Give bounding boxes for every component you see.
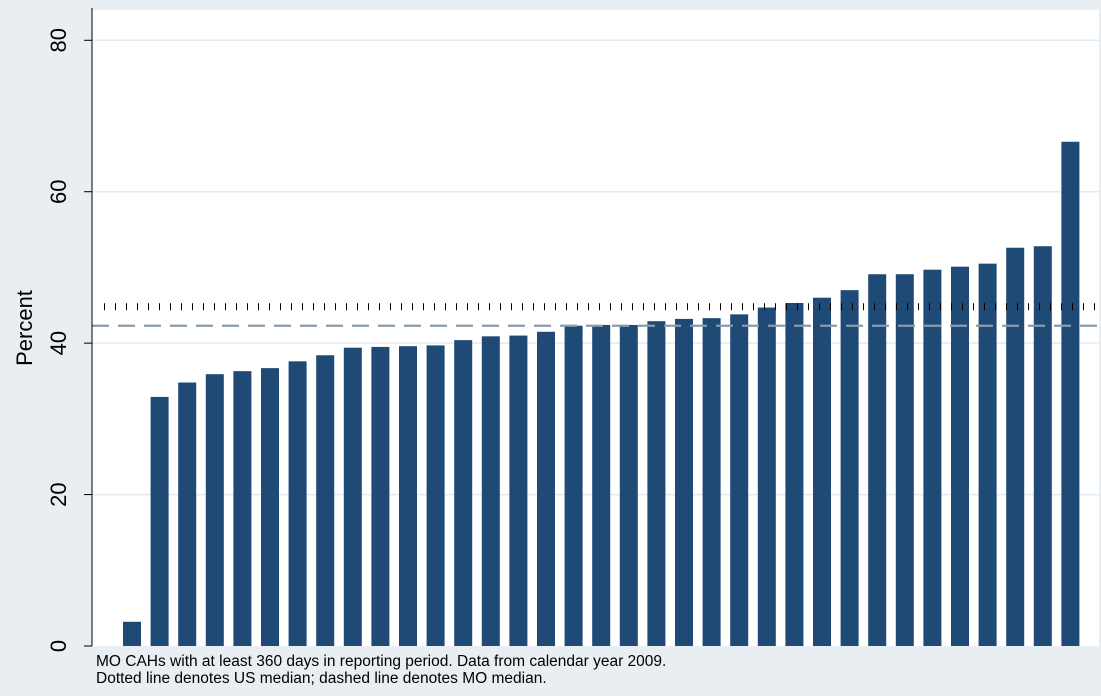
bar-15	[509, 335, 528, 646]
bar-27	[840, 290, 859, 646]
bar-29	[895, 274, 914, 646]
bar-34	[1033, 246, 1052, 646]
bar-32	[978, 263, 997, 646]
bar-13	[454, 340, 473, 646]
bar-5	[233, 371, 252, 646]
bar-20	[647, 321, 666, 646]
bar-21	[675, 318, 693, 646]
y-tick-label-0: 0	[46, 640, 71, 652]
bar-16	[537, 331, 555, 646]
bar-4	[205, 374, 224, 646]
bar-31	[951, 266, 969, 646]
bar-26	[813, 297, 831, 646]
bar-23	[730, 314, 749, 646]
bars	[123, 141, 1080, 646]
y-tick-label-60: 60	[46, 179, 71, 203]
y-axis-label: Percent	[12, 290, 37, 366]
note-line-2: Dotted line denotes US median; dashed li…	[96, 670, 547, 687]
bar-7	[288, 361, 307, 646]
reference-lines	[92, 303, 1099, 327]
bar-24	[757, 307, 776, 646]
bar-19	[619, 324, 638, 646]
y-tick-label-80: 80	[46, 28, 71, 52]
bar-8	[316, 355, 335, 646]
bar-14	[481, 336, 500, 646]
bar-3	[178, 382, 197, 646]
bar-10	[371, 346, 390, 646]
note-line-1: MO CAHs with at least 360 days in report…	[96, 653, 667, 670]
bar-18	[592, 324, 611, 646]
y-tick-label-20: 20	[46, 482, 71, 506]
bar-30	[923, 269, 942, 646]
bar-9	[343, 347, 362, 646]
y-axis: 0 20 40 60 80	[46, 8, 93, 652]
y-tick-label-40: 40	[46, 331, 71, 355]
bar-22	[702, 318, 721, 646]
bar-17	[564, 325, 583, 646]
bar-25	[785, 303, 804, 646]
bar-33	[1006, 247, 1025, 646]
bar-35	[1061, 141, 1080, 646]
bar-11	[399, 346, 417, 646]
bar-2	[150, 396, 169, 646]
bar-12	[426, 345, 445, 646]
bar-6	[261, 368, 279, 646]
bar-1	[123, 621, 141, 646]
bar-28	[868, 274, 887, 646]
